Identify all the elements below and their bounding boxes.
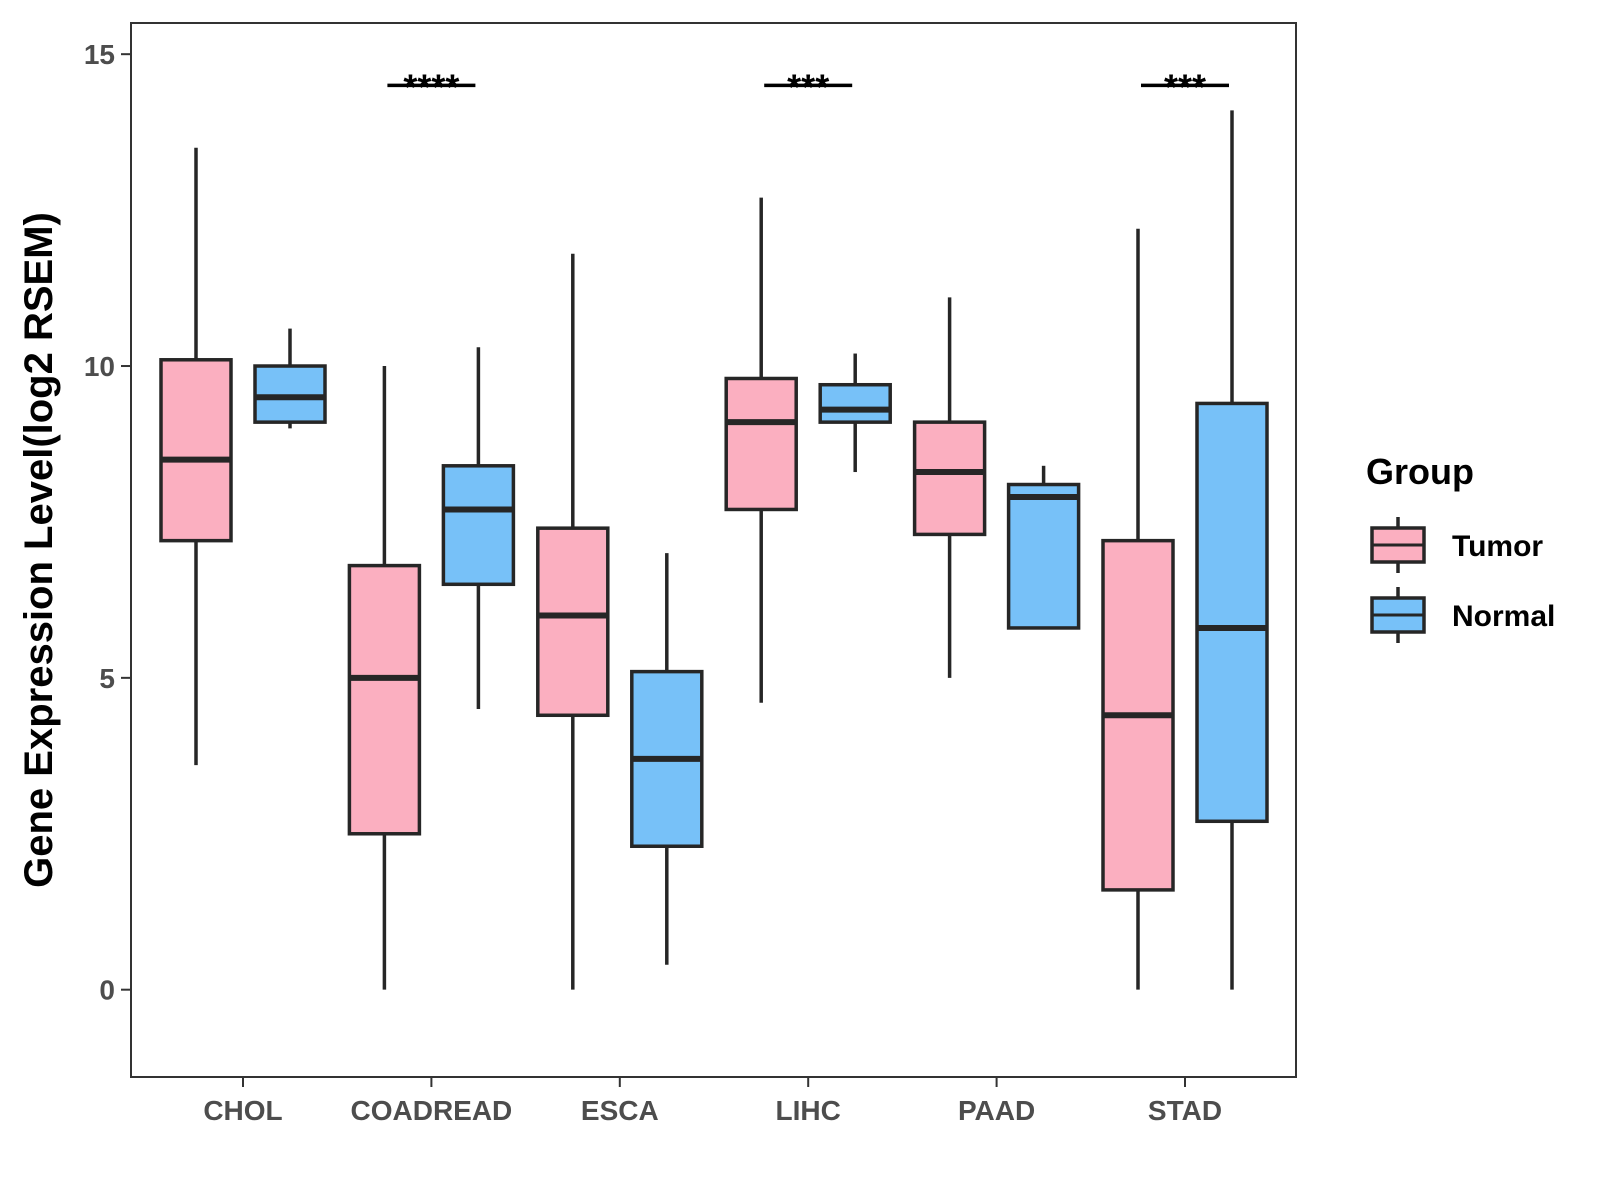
y-tick-label: 15 bbox=[84, 39, 115, 70]
y-axis: 0 5 10 15 bbox=[84, 39, 131, 1006]
box-body bbox=[159, 358, 233, 543]
legend-label: Normal bbox=[1452, 600, 1555, 633]
box-body bbox=[1195, 401, 1269, 824]
significance-label: *** bbox=[1164, 66, 1206, 107]
box-normal-coadread bbox=[441, 347, 516, 710]
y-tick-label: 5 bbox=[99, 663, 115, 694]
box-body bbox=[912, 420, 987, 537]
box-body bbox=[1006, 482, 1081, 630]
box-normal-stad bbox=[1195, 110, 1269, 990]
significance-layer: **** *** *** bbox=[387, 66, 1229, 107]
box-normal-lihc bbox=[818, 353, 892, 473]
box-tumor-esca bbox=[536, 253, 610, 990]
box-tumor-chol bbox=[159, 147, 233, 766]
legend-item-normal: Normal bbox=[1370, 587, 1555, 643]
box-tumor-coadread bbox=[347, 366, 422, 990]
box-normal-chol bbox=[253, 328, 327, 429]
x-axis: CHOL COADREAD ESCA LIHC PAAD STAD bbox=[203, 1077, 1222, 1126]
box-tumor-lihc bbox=[724, 197, 798, 703]
box-tumor-paad bbox=[912, 297, 987, 678]
box-body bbox=[253, 364, 327, 424]
box-normal-esca bbox=[630, 553, 704, 965]
box-normal-paad bbox=[1006, 465, 1081, 630]
x-tick-label: ESCA bbox=[581, 1095, 659, 1126]
box-body bbox=[347, 563, 422, 836]
x-tick-label: CHOL bbox=[203, 1095, 282, 1126]
y-axis-title: Gene Expression Level(log2 RSEM) bbox=[17, 212, 61, 888]
x-tick-label: PAAD bbox=[958, 1095, 1035, 1126]
legend-label: Tumor bbox=[1452, 530, 1543, 563]
box-body bbox=[818, 382, 892, 424]
y-tick-label: 10 bbox=[84, 351, 115, 382]
significance-label: *** bbox=[787, 66, 829, 107]
box-body bbox=[441, 464, 516, 587]
y-tick-label: 0 bbox=[99, 975, 115, 1006]
x-tick-label: LIHC bbox=[776, 1095, 841, 1126]
boxes-layer bbox=[159, 110, 1269, 990]
box-body bbox=[536, 526, 610, 718]
box-tumor-stad bbox=[1101, 228, 1175, 990]
x-tick-label: STAD bbox=[1148, 1095, 1222, 1126]
legend: Group Tumor Normal bbox=[1366, 451, 1555, 643]
significance-label: **** bbox=[403, 66, 459, 107]
box-body bbox=[724, 376, 798, 512]
legend-title: Group bbox=[1366, 451, 1474, 492]
x-tick-label: COADREAD bbox=[351, 1095, 513, 1126]
legend-item-tumor: Tumor bbox=[1370, 517, 1543, 573]
